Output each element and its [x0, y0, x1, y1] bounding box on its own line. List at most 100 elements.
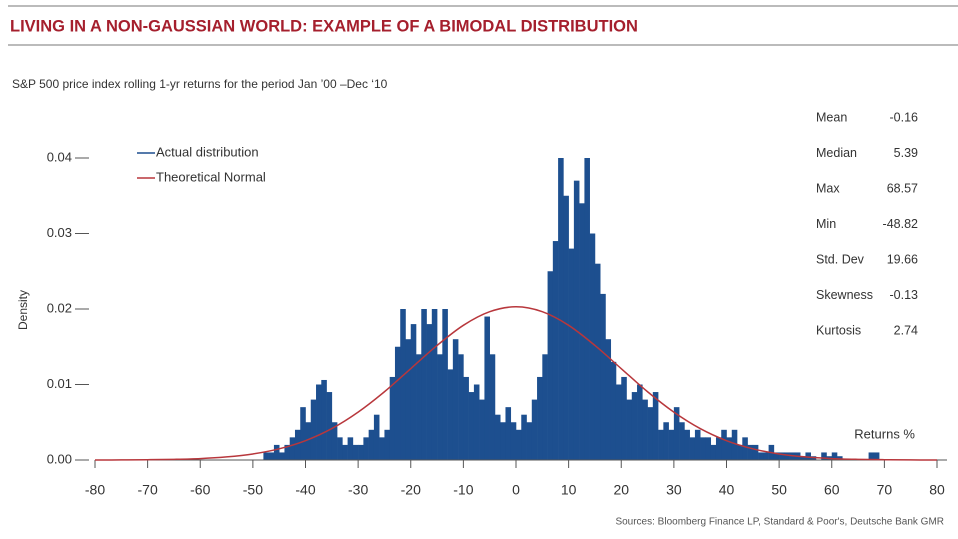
bar — [805, 452, 811, 460]
bar — [526, 422, 533, 460]
bar — [347, 437, 354, 460]
x-tick-label: -60 — [190, 482, 210, 498]
normal-curve — [94, 306, 938, 461]
bar — [673, 407, 680, 460]
bar — [573, 180, 580, 460]
bar — [310, 399, 317, 460]
bar — [637, 384, 643, 460]
bar — [473, 384, 480, 460]
x-tick-label: -20 — [401, 482, 421, 498]
bar — [494, 414, 501, 460]
x-tick-label: -70 — [138, 482, 158, 498]
bar — [294, 429, 301, 460]
bar — [542, 354, 548, 460]
x-tick-label: 0 — [512, 482, 520, 498]
x-tick-label: 20 — [613, 482, 629, 498]
y-tick-label: 0.04 — [47, 149, 72, 164]
stat-value: 5.39 — [894, 146, 918, 160]
bar — [594, 263, 601, 460]
bar — [752, 444, 759, 460]
bar — [579, 203, 585, 461]
bar — [589, 233, 596, 460]
bar — [694, 429, 701, 460]
legend-label: Actual distribution — [156, 144, 259, 159]
bar — [737, 444, 743, 460]
bar — [658, 429, 664, 460]
bar — [400, 309, 406, 460]
stat-value: 2.74 — [894, 323, 918, 337]
bar — [279, 452, 285, 460]
bar — [331, 422, 338, 460]
bar — [268, 452, 275, 460]
bar — [600, 293, 606, 460]
bar — [531, 399, 538, 460]
bar — [452, 339, 459, 460]
bar — [868, 452, 875, 460]
stat-label: Mean — [816, 110, 847, 124]
bar — [710, 444, 717, 460]
bar — [352, 444, 359, 460]
bar — [442, 309, 448, 460]
stat-label: Max — [816, 181, 840, 195]
y-tick-label: 0.03 — [47, 225, 72, 240]
x-tick-label: 70 — [877, 482, 893, 498]
x-tick-label: 50 — [771, 482, 787, 498]
bar — [326, 392, 333, 460]
y-axis-label: Density — [16, 290, 30, 330]
x-tick-label: -80 — [85, 482, 105, 498]
stat-label: Median — [816, 146, 857, 160]
y-tick-label: 0.02 — [47, 300, 72, 315]
bar — [631, 392, 638, 460]
bar — [800, 456, 806, 460]
bar — [373, 414, 380, 460]
bar — [505, 407, 512, 460]
bar — [668, 429, 675, 460]
stat-value: -48.82 — [883, 217, 918, 231]
bar — [779, 452, 785, 460]
bar — [621, 376, 627, 460]
bar — [684, 429, 690, 460]
bar — [484, 316, 490, 460]
x-tick-label: 60 — [824, 482, 840, 498]
bar — [463, 376, 469, 460]
x-tick-label: 80 — [929, 482, 945, 498]
bar — [652, 392, 659, 460]
bar — [289, 437, 296, 460]
bar — [563, 195, 569, 460]
bar — [700, 437, 706, 460]
stat-value: -0.13 — [890, 288, 919, 302]
bar — [626, 399, 633, 460]
bar — [342, 444, 348, 460]
bar — [516, 429, 522, 460]
bar — [431, 309, 438, 460]
bar — [321, 379, 327, 460]
x-tick-label: 10 — [561, 482, 577, 498]
bar — [721, 429, 727, 460]
bar — [447, 369, 454, 460]
bar — [437, 354, 443, 460]
bar — [584, 158, 590, 460]
x-tick-label: -40 — [295, 482, 315, 498]
bar — [679, 422, 685, 460]
legend-label: Theoretical Normal — [156, 169, 266, 184]
bar — [500, 422, 506, 460]
bar — [552, 241, 559, 460]
x-tick-label: -10 — [453, 482, 473, 498]
bar — [689, 437, 696, 460]
bar — [610, 361, 617, 460]
bar — [416, 354, 422, 460]
y-tick-label: 0.00 — [47, 451, 72, 466]
bar — [742, 437, 748, 460]
bar — [479, 399, 485, 460]
bar — [547, 271, 554, 460]
bar — [489, 354, 496, 460]
bar — [763, 452, 769, 460]
bar — [379, 437, 385, 460]
bar — [410, 324, 417, 460]
bar — [831, 452, 838, 460]
bar — [358, 444, 364, 460]
x-axis-label: Returns % — [854, 426, 915, 441]
bar — [715, 437, 722, 460]
bar — [337, 437, 343, 460]
